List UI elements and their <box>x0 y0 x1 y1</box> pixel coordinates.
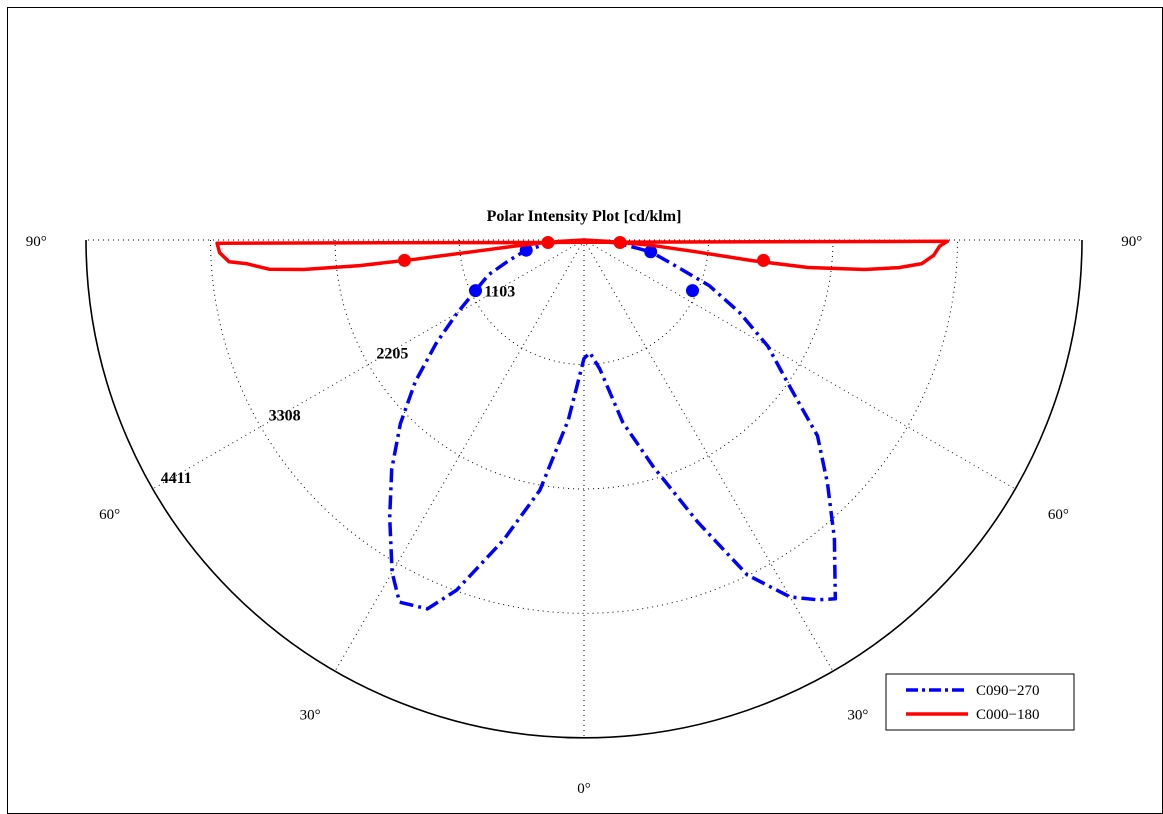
grid-ring-3 <box>210 239 958 614</box>
series-2-marker <box>398 253 411 267</box>
series-1-marker <box>469 284 482 298</box>
series-line-2 <box>215 238 950 272</box>
angle-label: 0° <box>577 781 591 797</box>
series-2-marker <box>541 236 555 249</box>
series-1-marker <box>644 245 658 259</box>
series-line-1 <box>387 238 838 611</box>
outer-boundary-arc <box>85 239 1083 739</box>
polar-grid <box>85 239 1083 739</box>
ring-label: 2205 <box>376 346 408 363</box>
angle-label: 60° <box>1048 507 1069 523</box>
ring-label: 4411 <box>161 470 192 487</box>
angle-label: 30° <box>300 707 321 723</box>
grid-spoke <box>583 239 1016 490</box>
ring-label: 1103 <box>484 283 515 300</box>
angle-labels: 90° 60° 30° 0° 30° 60° 90° <box>26 234 1143 797</box>
series-2-marker <box>757 253 770 267</box>
angle-label: 30° <box>847 707 868 723</box>
ring-labels: 1103 2205 3308 4411 <box>161 283 516 487</box>
legend-label-1: C090−270 <box>976 683 1039 699</box>
series-1-marker <box>686 284 699 298</box>
angle-label: 90° <box>1121 234 1142 250</box>
legend: C090−270 C000−180 <box>885 673 1075 731</box>
grid-ring-2 <box>334 239 834 490</box>
series-1-marker <box>519 243 533 257</box>
grid-spoke <box>583 239 834 672</box>
series-layer <box>215 236 950 611</box>
legend-box <box>885 673 1075 731</box>
legend-label-2: C000−180 <box>976 707 1039 723</box>
angle-label: 90° <box>26 234 47 250</box>
angle-label: 60° <box>99 507 120 523</box>
ring-label: 3308 <box>269 408 301 425</box>
series-2-marker <box>613 236 627 249</box>
chart-title: Polar Intensity Plot [cd/klm] <box>487 208 682 225</box>
